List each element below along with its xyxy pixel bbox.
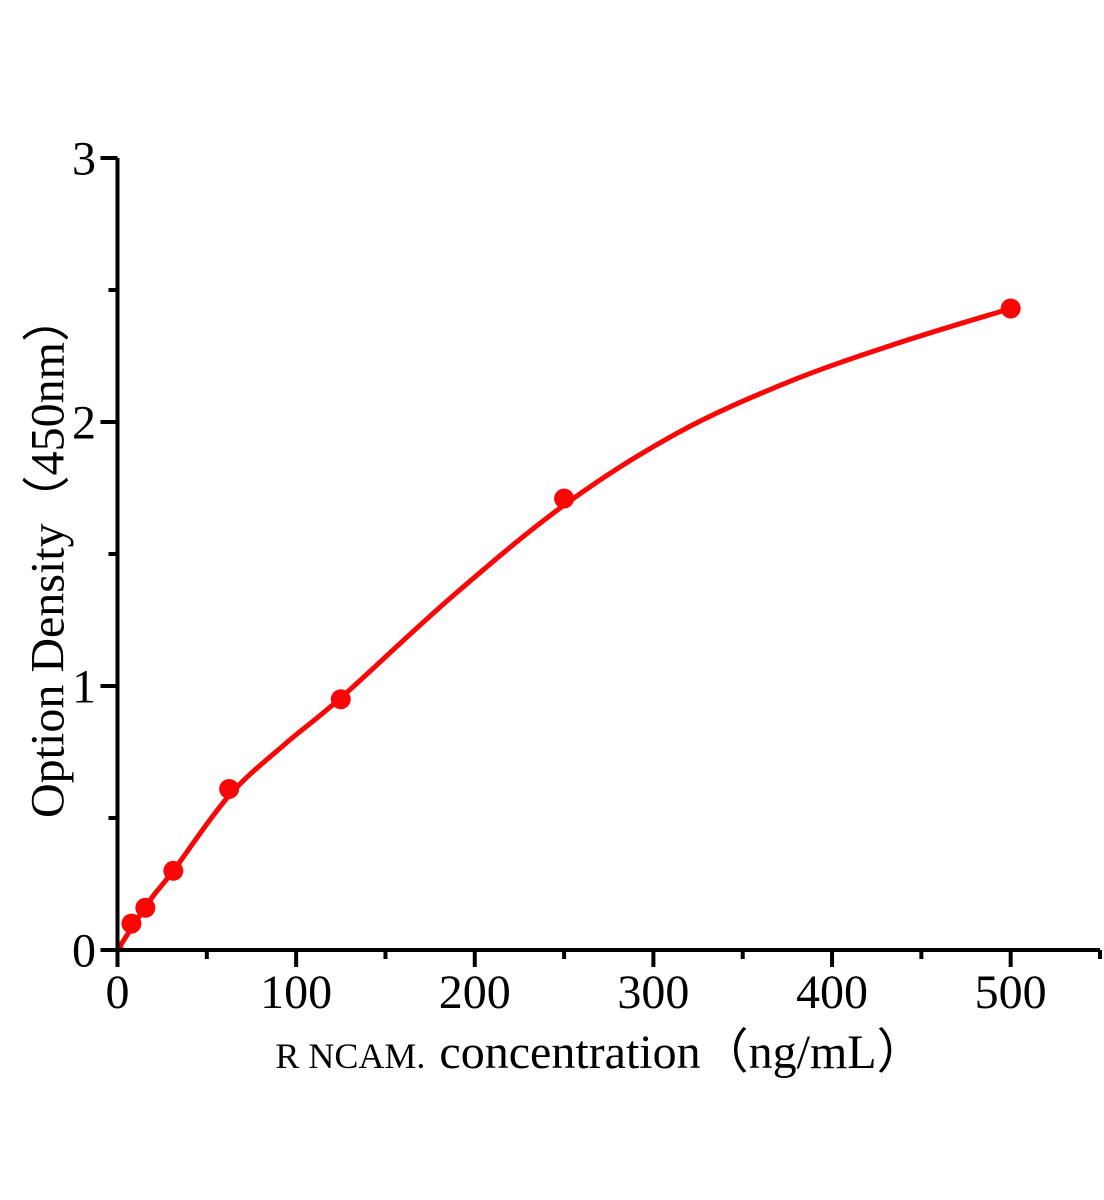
data-point: [135, 897, 156, 918]
x-tick-label: 400: [796, 966, 868, 1019]
axes: [100, 156, 1102, 967]
y-tick-label: 3: [72, 133, 96, 186]
y-tick-label: 2: [72, 397, 96, 450]
data-point: [163, 860, 184, 881]
x-axis-title-prefix: R NCAM.: [275, 1036, 425, 1076]
x-tick-label: 100: [260, 966, 332, 1019]
y-axis-title: Option Density（450nm）: [22, 294, 75, 818]
x-tick-label: 0: [106, 966, 130, 1019]
tick-labels: 0 1 2 3 0 100 200 300 400 500: [72, 133, 1047, 1020]
x-tick-label: 200: [439, 966, 511, 1019]
x-tick-label: 500: [975, 966, 1047, 1019]
x-axis-title: R NCAM. concentration（ng/mL）: [275, 1026, 924, 1079]
x-axis-title-main: concentration（ng/mL）: [439, 1026, 924, 1079]
x-tick-label: 300: [617, 966, 689, 1019]
data-point: [554, 488, 575, 509]
data-series-layer: [117, 298, 1021, 950]
data-point: [219, 778, 240, 799]
y-tick-label: 0: [72, 925, 96, 978]
fitted-curve-line: [117, 305, 1014, 950]
y-tick-label: 1: [72, 661, 96, 714]
data-point: [330, 689, 351, 710]
data-point: [121, 913, 142, 934]
data-point: [1000, 298, 1021, 319]
